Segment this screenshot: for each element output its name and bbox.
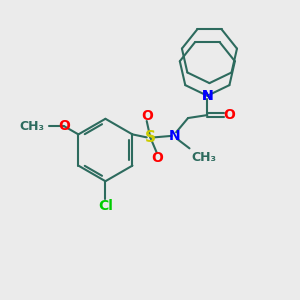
Text: N: N: [169, 129, 181, 143]
Text: N: N: [202, 89, 213, 103]
Text: O: O: [151, 151, 163, 165]
Text: O: O: [58, 119, 70, 133]
Text: CH₃: CH₃: [191, 151, 216, 164]
Text: CH₃: CH₃: [19, 120, 44, 133]
Text: S: S: [145, 130, 156, 145]
Text: O: O: [141, 109, 153, 123]
Text: Cl: Cl: [98, 199, 113, 213]
Text: O: O: [223, 108, 235, 122]
Text: N: N: [202, 89, 213, 103]
